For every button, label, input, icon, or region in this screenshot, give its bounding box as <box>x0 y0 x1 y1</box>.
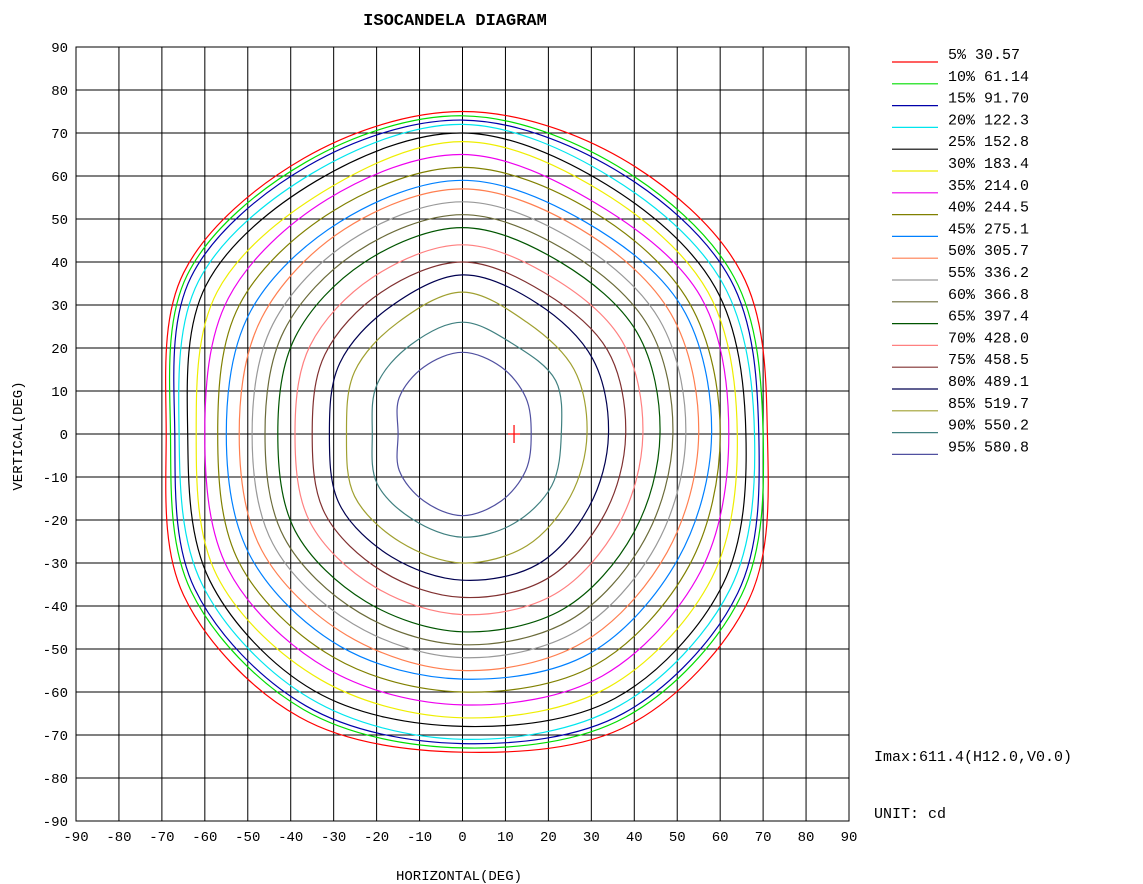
contour-line-18 <box>396 351 532 517</box>
legend-label: 75% 458.5 <box>948 352 1029 369</box>
y-tick-label: 0 <box>60 428 68 444</box>
x-tick-label: 20 <box>540 830 557 846</box>
x-tick-label: -70 <box>149 830 174 846</box>
contour-line-11 <box>264 214 674 646</box>
x-tick-label: 0 <box>458 830 466 846</box>
contour-line-12 <box>277 226 661 633</box>
legend-label: 90% 550.2 <box>948 418 1029 435</box>
unit-label: UNIT: cd <box>874 806 946 823</box>
contour-line-15 <box>328 274 610 581</box>
x-tick-label: -30 <box>321 830 346 846</box>
y-tick-label: -70 <box>43 729 68 745</box>
legend-label: 25% 152.8 <box>948 134 1029 151</box>
x-tick-label: 40 <box>626 830 643 846</box>
legend-label: 5% 30.57 <box>948 47 1020 64</box>
x-axis-title: HORIZONTAL(DEG) <box>396 869 522 884</box>
y-tick-label: 40 <box>51 256 68 272</box>
imax-readout: Imax:611.4(H12.0,V0.0) <box>874 749 1072 766</box>
legend-label: 65% 397.4 <box>948 309 1029 326</box>
legend-label: 40% 244.5 <box>948 200 1029 217</box>
contour-line-17 <box>371 321 563 538</box>
contour-line-13 <box>294 244 644 616</box>
y-tick-label: 70 <box>51 127 68 143</box>
legend-label: 10% 61.14 <box>948 69 1029 86</box>
legend-label: 35% 214.0 <box>948 178 1029 195</box>
x-tick-label: 80 <box>798 830 815 846</box>
contour-line-5 <box>195 140 738 719</box>
y-tick-label: -10 <box>43 471 68 487</box>
y-tick-label: -40 <box>43 600 68 616</box>
contour-line-9 <box>238 188 700 672</box>
plot-frame <box>75 46 850 822</box>
contour-line-6 <box>204 153 730 706</box>
contour-line-10 <box>251 201 687 659</box>
x-tick-label: 70 <box>755 830 772 846</box>
y-tick-label: 90 <box>51 41 68 57</box>
legend-label: 15% 91.70 <box>948 91 1029 108</box>
x-tick-label: -40 <box>278 830 303 846</box>
contour-line-8 <box>225 179 713 680</box>
contour-line-1 <box>168 115 765 749</box>
y-tick-label: 60 <box>51 170 68 186</box>
x-tick-label: 30 <box>583 830 600 846</box>
y-tick-label: -20 <box>43 514 68 530</box>
y-tick-label: -90 <box>43 815 68 831</box>
contour-line-4 <box>186 132 747 728</box>
x-tick-label: 60 <box>712 830 729 846</box>
x-tick-label: -90 <box>63 830 88 846</box>
legend-label: 45% 275.1 <box>948 221 1029 238</box>
x-tick-label: 10 <box>497 830 514 846</box>
y-tick-label: -80 <box>43 772 68 788</box>
legend-label: 20% 122.3 <box>948 112 1029 129</box>
x-tick-label: -60 <box>192 830 217 846</box>
legend-label: 50% 305.7 <box>948 243 1029 260</box>
contour-line-3 <box>178 123 756 740</box>
legend-label: 55% 336.2 <box>948 265 1029 282</box>
chart-title: ISOCANDELA DIAGRAM <box>363 12 547 31</box>
legend-label: 70% 428.0 <box>948 330 1029 347</box>
y-tick-label: 80 <box>51 84 68 100</box>
legend: 5% 30.57 10% 61.14 15% 91.70 20% 122.3 25% 1… <box>892 47 1029 456</box>
x-tick-label: -80 <box>106 830 131 846</box>
max-intensity-marker <box>508 425 521 443</box>
x-tick-label: 50 <box>669 830 686 846</box>
y-tick-label: 30 <box>51 299 68 315</box>
y-tick-labels: 90 80 70 60 50 40 30 20 10 0 -10 -20 -30 -40 -50 -60 -70… <box>43 41 68 831</box>
x-tick-label: -10 <box>407 830 432 846</box>
contour-line-7 <box>217 166 721 693</box>
x-tick-labels: -90 -80 -70 -60 -50 -40 -30 -20 -10 0 10 20 30 40 50 60… <box>63 830 857 846</box>
contour-line-14 <box>311 261 627 599</box>
legend-label: 85% 519.7 <box>948 396 1029 413</box>
legend-label: 95% 580.8 <box>948 439 1029 456</box>
y-tick-label: 50 <box>51 213 68 229</box>
contour-line-2 <box>173 119 760 745</box>
legend-label: 60% 366.8 <box>948 287 1029 304</box>
x-tick-label: 90 <box>841 830 858 846</box>
x-tick-label: -20 <box>364 830 389 846</box>
legend-label: 80% 489.1 <box>948 374 1029 391</box>
y-tick-label: 10 <box>51 385 68 401</box>
contour-line-16 <box>345 291 588 564</box>
y-axis-title: VERTICAL(DEG) <box>11 381 27 490</box>
y-tick-label: -50 <box>43 643 68 659</box>
y-tick-label: -60 <box>43 686 68 702</box>
y-tick-label: 20 <box>51 342 68 358</box>
contour-lines <box>165 110 769 753</box>
contour-line-0 <box>165 110 769 753</box>
x-tick-label: -50 <box>235 830 260 846</box>
legend-label: 30% 183.4 <box>948 156 1029 173</box>
y-tick-label: -30 <box>43 557 68 573</box>
